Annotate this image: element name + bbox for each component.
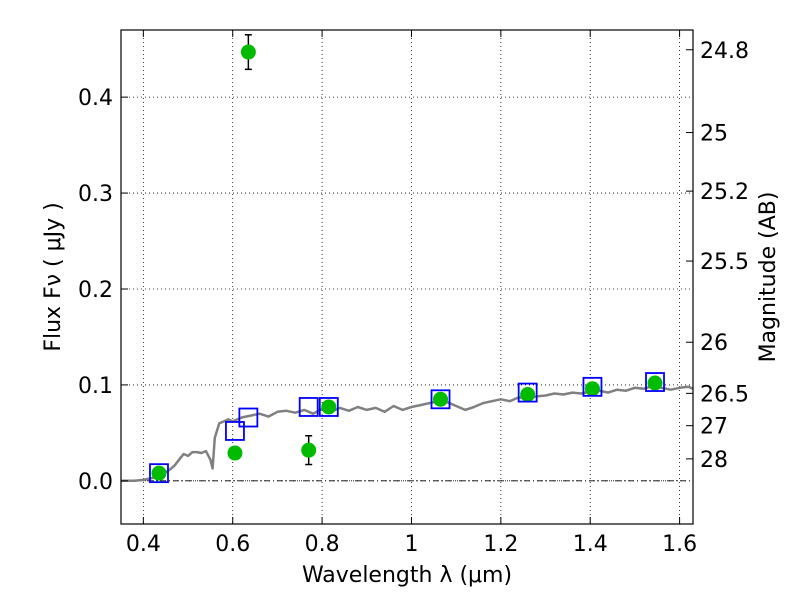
plot-frame bbox=[120, 29, 694, 525]
mag-tick-label: 26 bbox=[700, 331, 728, 356]
mag-tick-label: 25.5 bbox=[700, 250, 749, 275]
observed-flux-point bbox=[151, 465, 167, 481]
y-tick-label: 0.1 bbox=[78, 374, 113, 399]
model-flux-square bbox=[238, 407, 259, 428]
observed-flux-point bbox=[240, 44, 256, 60]
model-flux-square bbox=[149, 463, 169, 484]
data-layer bbox=[121, 34, 693, 484]
x-tick-label: 1.4 bbox=[573, 532, 608, 557]
x-tick-label: 1.6 bbox=[662, 532, 697, 557]
model-flux-square bbox=[298, 397, 319, 417]
model-flux-square bbox=[645, 372, 665, 392]
observed-flux-point bbox=[520, 387, 536, 403]
mag-tick-label: 25.2 bbox=[700, 180, 749, 205]
x-tick-label: 1.2 bbox=[483, 532, 518, 557]
model-flux-square bbox=[318, 397, 339, 417]
y-axis-label: Flux Fν ( μJy ) bbox=[41, 202, 66, 351]
mag-tick-label: 27 bbox=[700, 415, 728, 440]
x-tick-label: 0.4 bbox=[126, 532, 161, 557]
axis-ticks: 0.4 0.6 0.8 1 1.2 1.4 1.6 0.0 0.1 0.2 0.3 0.4 24.8 25… bbox=[78, 30, 749, 557]
model-flux-square bbox=[225, 421, 245, 441]
mag-tick-label: 26.5 bbox=[700, 382, 749, 407]
observed-flux-point bbox=[301, 442, 317, 458]
sed-model-line bbox=[121, 384, 693, 483]
observed-flux-point bbox=[433, 391, 449, 407]
mag-tick-label: 24.8 bbox=[700, 39, 749, 64]
mag-tick-label: 28 bbox=[700, 448, 728, 473]
mag-tick-label: 25 bbox=[700, 122, 728, 147]
model-flux-square bbox=[582, 376, 603, 397]
x-axis-label: Wavelength λ (μm) bbox=[302, 563, 512, 588]
y-tick-label: 0.0 bbox=[78, 470, 113, 495]
model-flux-square bbox=[430, 389, 451, 410]
x-tick-label: 0.6 bbox=[215, 532, 250, 557]
x-tick-label: 1 bbox=[404, 532, 418, 557]
y-tick-label: 0.2 bbox=[78, 278, 113, 303]
grid-lines bbox=[121, 30, 693, 524]
y-tick-label: 0.4 bbox=[78, 86, 113, 111]
x-tick-label: 0.8 bbox=[305, 532, 340, 557]
observed-flux-point bbox=[321, 399, 337, 415]
model-flux-square bbox=[517, 382, 538, 403]
observed-flux-point bbox=[227, 445, 243, 461]
y-tick-label: 0.3 bbox=[78, 182, 113, 207]
observed-flux-point bbox=[647, 375, 663, 391]
y2-axis-label: Magnitude (AB) bbox=[756, 192, 781, 363]
observed-flux-point bbox=[584, 381, 600, 397]
